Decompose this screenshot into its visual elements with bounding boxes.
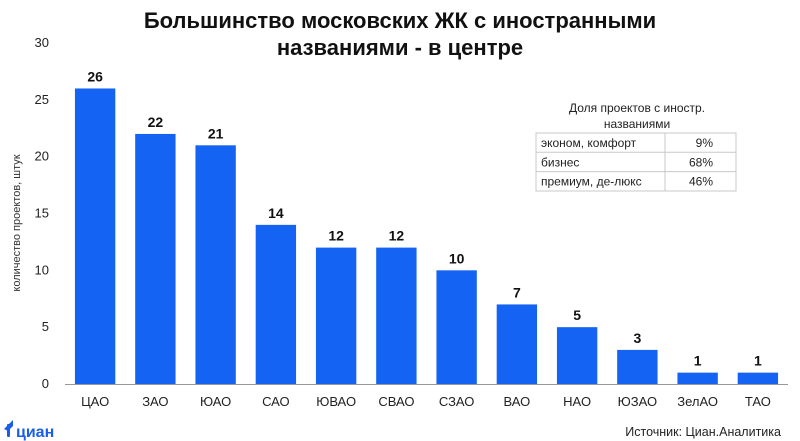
- inset-cell-segment: эконом, комфорт: [541, 136, 637, 150]
- bar: [255, 224, 297, 384]
- bars: [74, 88, 779, 384]
- chart-title-line-1: Большинство московских ЖК с иностранными: [144, 8, 656, 33]
- logo-text: циан: [16, 424, 54, 441]
- bar-value-label: 12: [328, 228, 344, 244]
- inset-cell-segment: премиум, де-люкс: [541, 175, 642, 189]
- y-tick-label: 10: [35, 262, 49, 277]
- chart-title-line-2: названиями - в центре: [277, 35, 523, 60]
- bar-value-label: 10: [449, 250, 465, 266]
- bar: [436, 270, 477, 384]
- bar-value-label: 21: [208, 125, 224, 141]
- category-label: ТАО: [745, 394, 771, 409]
- source-note: Источник: Циан.Аналитика: [625, 425, 781, 439]
- bar: [135, 133, 176, 384]
- cian-logo-icon: [4, 420, 13, 437]
- y-axis-ticks: 0 5 10 15 20 25 30: [35, 35, 49, 391]
- bar: [74, 88, 116, 384]
- y-axis-label: количество проектов, штук: [11, 154, 23, 291]
- bar-value-label: 7: [513, 284, 521, 300]
- category-label: СЗАО: [439, 394, 475, 409]
- inset-border: [535, 132, 737, 192]
- category-label: ЗелАО: [677, 394, 718, 409]
- bar-value-label: 22: [148, 114, 164, 130]
- bar-value-label: 5: [573, 307, 581, 323]
- category-label: САО: [262, 394, 290, 409]
- bar: [677, 372, 718, 384]
- bar: [737, 372, 779, 384]
- bar: [315, 247, 357, 384]
- category-labels: ЦАО ЗАО ЮАО САО ЮВАО СВАО СЗАО ВАО НАО ЮЗАО ЗелАО Т…: [81, 394, 771, 409]
- category-label: ЮВАО: [316, 394, 356, 409]
- category-label: ЮЗАО: [618, 394, 657, 409]
- y-tick-label: 30: [35, 35, 49, 50]
- y-tick-label: 20: [35, 149, 49, 164]
- inset-table: Доля проектов с иностр. названиями эконо…: [535, 101, 737, 192]
- y-tick-label: 0: [42, 376, 49, 391]
- bar: [496, 304, 538, 384]
- inset-cell-segment: бизнес: [541, 155, 579, 169]
- bar-value-label: 14: [268, 205, 284, 221]
- bar: [376, 247, 417, 384]
- bar: [195, 145, 236, 384]
- category-label: ВАО: [504, 394, 531, 409]
- category-label: ЮАО: [200, 394, 231, 409]
- bar-value-label: 26: [87, 68, 103, 84]
- category-label: ЗАО: [142, 394, 168, 409]
- category-label: СВАО: [378, 394, 414, 409]
- inset-title-line-2: названиями: [604, 117, 670, 131]
- bar: [556, 327, 598, 384]
- inset-title-line-1: Доля проектов с иностр.: [569, 101, 705, 115]
- y-tick-label: 15: [35, 206, 49, 221]
- y-tick-label: 5: [42, 319, 49, 334]
- inset-cell-share: 9%: [696, 136, 714, 150]
- category-label: НАО: [563, 394, 591, 409]
- cian-logo: циан: [4, 420, 54, 441]
- bar: [617, 349, 658, 384]
- value-labels: 26 22 21 14 12 12 10 7 5 3 1 1: [87, 68, 762, 368]
- inset-cell-share: 68%: [689, 155, 713, 169]
- inset-cell-share: 46%: [689, 175, 713, 189]
- bar-value-label: 12: [389, 228, 405, 244]
- bar-value-label: 1: [694, 353, 702, 369]
- bar-value-label: 3: [633, 330, 641, 346]
- bar-value-label: 1: [754, 353, 762, 369]
- category-label: ЦАО: [81, 394, 109, 409]
- y-tick-label: 25: [35, 92, 49, 107]
